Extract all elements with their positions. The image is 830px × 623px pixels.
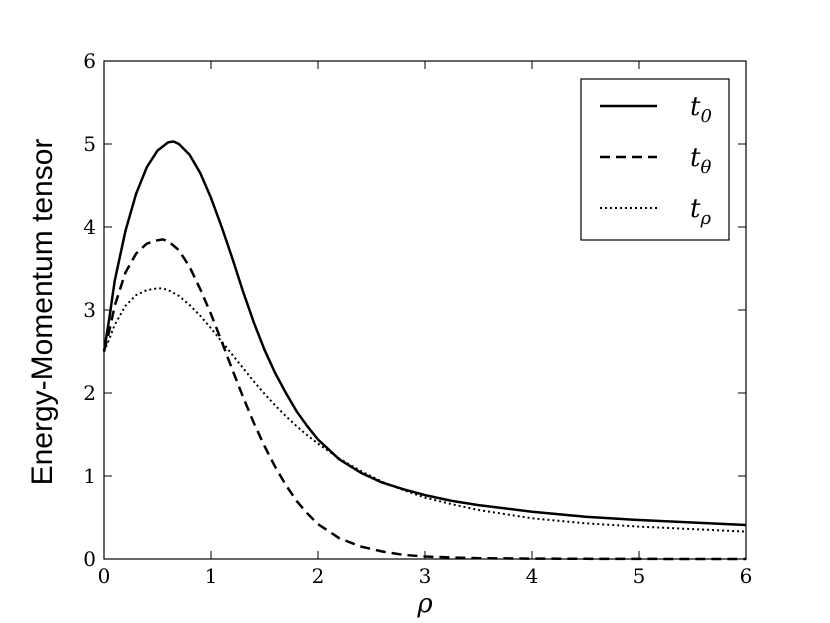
y-tick-label: 1 <box>83 464 96 488</box>
x-axis-label: ρ <box>416 589 433 619</box>
x-tick-label: 5 <box>633 564 646 588</box>
series-line-0 <box>102 140 747 527</box>
series-line-2 <box>103 287 747 533</box>
y-tick-label: 2 <box>83 381 96 405</box>
x-tick-label: 0 <box>98 564 111 588</box>
y-tick-label: 5 <box>83 132 96 156</box>
y-tick-label: 6 <box>83 49 96 73</box>
x-tick-label: 2 <box>312 564 325 588</box>
y-tick-label: 3 <box>83 298 96 322</box>
legend-label-0: t0 <box>690 92 712 127</box>
legend-label-2: tρ <box>690 194 711 229</box>
plot-frame <box>103 60 747 560</box>
legend-label-1: tθ <box>690 143 711 178</box>
y-tick-label: 0 <box>83 547 96 571</box>
x-tick-label: 1 <box>205 564 218 588</box>
x-tick-label: 4 <box>526 564 539 588</box>
y-tick-label: 4 <box>83 215 96 239</box>
legend: t0 tθ tρ <box>580 78 730 241</box>
x-tick-label: 3 <box>419 564 432 588</box>
series-lines <box>102 140 747 561</box>
x-tick-label: 6 <box>740 564 753 588</box>
series-line-1 <box>102 238 746 561</box>
y-axis-label: Energy-Momentum tensor <box>26 139 59 486</box>
